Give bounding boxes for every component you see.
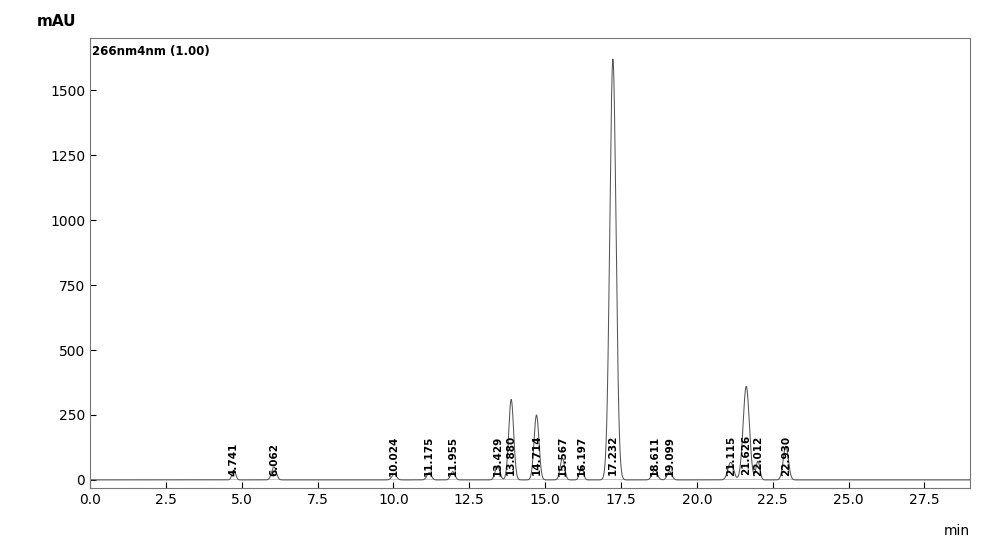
Text: 11.175: 11.175 bbox=[424, 436, 434, 476]
Text: 19.099: 19.099 bbox=[665, 436, 675, 476]
Text: 13.429: 13.429 bbox=[493, 436, 503, 476]
Text: 16.197: 16.197 bbox=[576, 436, 586, 476]
Text: 6.062: 6.062 bbox=[269, 443, 279, 476]
Text: 21.115: 21.115 bbox=[726, 436, 736, 476]
Text: 21.626: 21.626 bbox=[741, 435, 751, 475]
Text: 22.930: 22.930 bbox=[781, 436, 791, 476]
Text: 22.012: 22.012 bbox=[753, 436, 763, 476]
Text: mAU: mAU bbox=[37, 14, 77, 30]
Text: 10.024: 10.024 bbox=[389, 436, 399, 476]
Text: 15.567: 15.567 bbox=[557, 436, 567, 476]
Text: 4.741: 4.741 bbox=[229, 443, 239, 476]
Text: 266nm4nm (1.00): 266nm4nm (1.00) bbox=[92, 45, 210, 58]
Text: 14.714: 14.714 bbox=[531, 434, 541, 475]
Text: 13.880: 13.880 bbox=[506, 435, 516, 475]
Text: 17.232: 17.232 bbox=[608, 435, 618, 475]
Text: 18.611: 18.611 bbox=[650, 436, 660, 476]
Text: 11.955: 11.955 bbox=[448, 436, 458, 476]
Text: min: min bbox=[944, 524, 970, 538]
